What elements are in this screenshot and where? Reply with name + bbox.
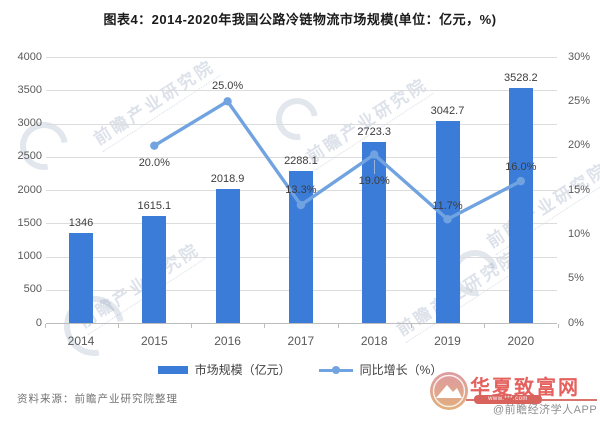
line-value-label: 11.7%: [432, 200, 463, 213]
h-gridline: [46, 57, 557, 58]
line-value-label: 25.0%: [211, 80, 244, 93]
legend-item-market-size: 市场规模（亿元）: [157, 361, 291, 378]
bar-value-label: 2288.1: [284, 154, 318, 167]
chart-title: 图表4：2014-2020年我国公路冷链物流市场规模(单位：亿元，%): [103, 12, 497, 27]
x-axis-tick: [264, 324, 266, 328]
h-gridline: [46, 157, 557, 158]
right-axis-tick-label: 10%: [568, 227, 591, 240]
x-axis-tick: [411, 324, 412, 328]
x-axis-tick: [484, 324, 486, 328]
site-name-watermark: 华夏致富网: [470, 377, 580, 399]
line-marker-icon: [223, 97, 232, 106]
bar-value-label: 1615.1: [137, 199, 172, 212]
right-axis-tick-label: 20%: [568, 139, 591, 152]
x-category-label: 2019: [434, 334, 461, 348]
app-credit-watermark: @前瞻经济学人APP: [493, 404, 598, 416]
x-category-label: 2018: [360, 334, 388, 348]
left-axis-tick-label: 2500: [17, 150, 42, 163]
line-marker-icon: [150, 141, 159, 150]
x-category-label: 2017: [287, 334, 315, 348]
line-marker-icon: [443, 215, 452, 224]
x-axis-tick: [117, 324, 119, 328]
h-gridline: [46, 124, 557, 125]
left-axis-tick-label: 3000: [17, 117, 42, 129]
bar-2016: [215, 188, 240, 323]
line-value-label: 19.0%: [358, 174, 390, 187]
left-axis-tick-label: 1000: [17, 250, 42, 262]
bar-value-label: 3042.7: [430, 104, 465, 117]
line-series-swatch-icon: [318, 365, 353, 374]
x-axis-tick: [557, 324, 559, 328]
bar-2020: [508, 88, 533, 323]
left-axis-tick-label: 1500: [17, 216, 42, 229]
x-category-label: 2020: [507, 334, 535, 348]
site-url-ribbon: www.***.com: [474, 395, 542, 404]
legend-bar-label: 市场规模（亿元）: [194, 363, 291, 377]
x-axis-tick: [44, 324, 46, 328]
line-value-label: 20.0%: [138, 156, 170, 169]
source-note: 资料来源：前瞻产业研究院整理: [17, 393, 178, 405]
x-category-label: 2016: [214, 334, 241, 348]
right-axis-tick-label: 30%: [568, 50, 591, 63]
bar-value-label: 2723.3: [357, 125, 392, 138]
left-axis-tick-label: 500: [23, 283, 42, 296]
left-axis-tick-label: 4000: [17, 50, 42, 63]
bar-value-label: 3528.2: [503, 72, 538, 85]
line-marker-icon: [296, 200, 306, 210]
bar-value-label: 2018.9: [210, 172, 245, 185]
line-value-label: 16.0%: [505, 161, 537, 174]
label-leader-line: [374, 159, 376, 174]
legend-item-yoy-growth: 同比增长（%）: [318, 361, 443, 378]
legend-line-label: 同比增长（%）: [359, 363, 443, 377]
chart-legend: 市场规模（亿元） 同比增长（%）: [0, 361, 600, 378]
x-axis-line: [46, 323, 557, 324]
left-axis-tick-label: 2000: [17, 183, 42, 196]
x-category-label: 2014: [67, 334, 95, 348]
x-axis-tick: [337, 324, 339, 328]
bar-2015: [142, 215, 167, 323]
huaxia-site-logo-icon: [430, 372, 468, 410]
right-axis-tick-label: 25%: [568, 94, 591, 107]
line-marker-icon: [516, 176, 525, 186]
right-axis-tick-label: 5%: [568, 272, 584, 285]
h-gridline: [46, 90, 557, 91]
left-axis-tick-label: 0: [35, 316, 42, 329]
bar-value-label: 1346: [68, 217, 94, 230]
right-axis-tick-label: 15%: [568, 183, 591, 196]
line-marker-icon: [370, 150, 379, 159]
x-axis-tick: [191, 324, 193, 328]
line-value-label: 13.3%: [285, 184, 317, 197]
bar-series-swatch-icon: [157, 365, 188, 374]
left-axis-tick-label: 3500: [17, 83, 42, 96]
right-axis-tick-label: 0%: [568, 316, 584, 329]
x-category-label: 2015: [140, 334, 168, 348]
bar-2014: [69, 233, 93, 323]
